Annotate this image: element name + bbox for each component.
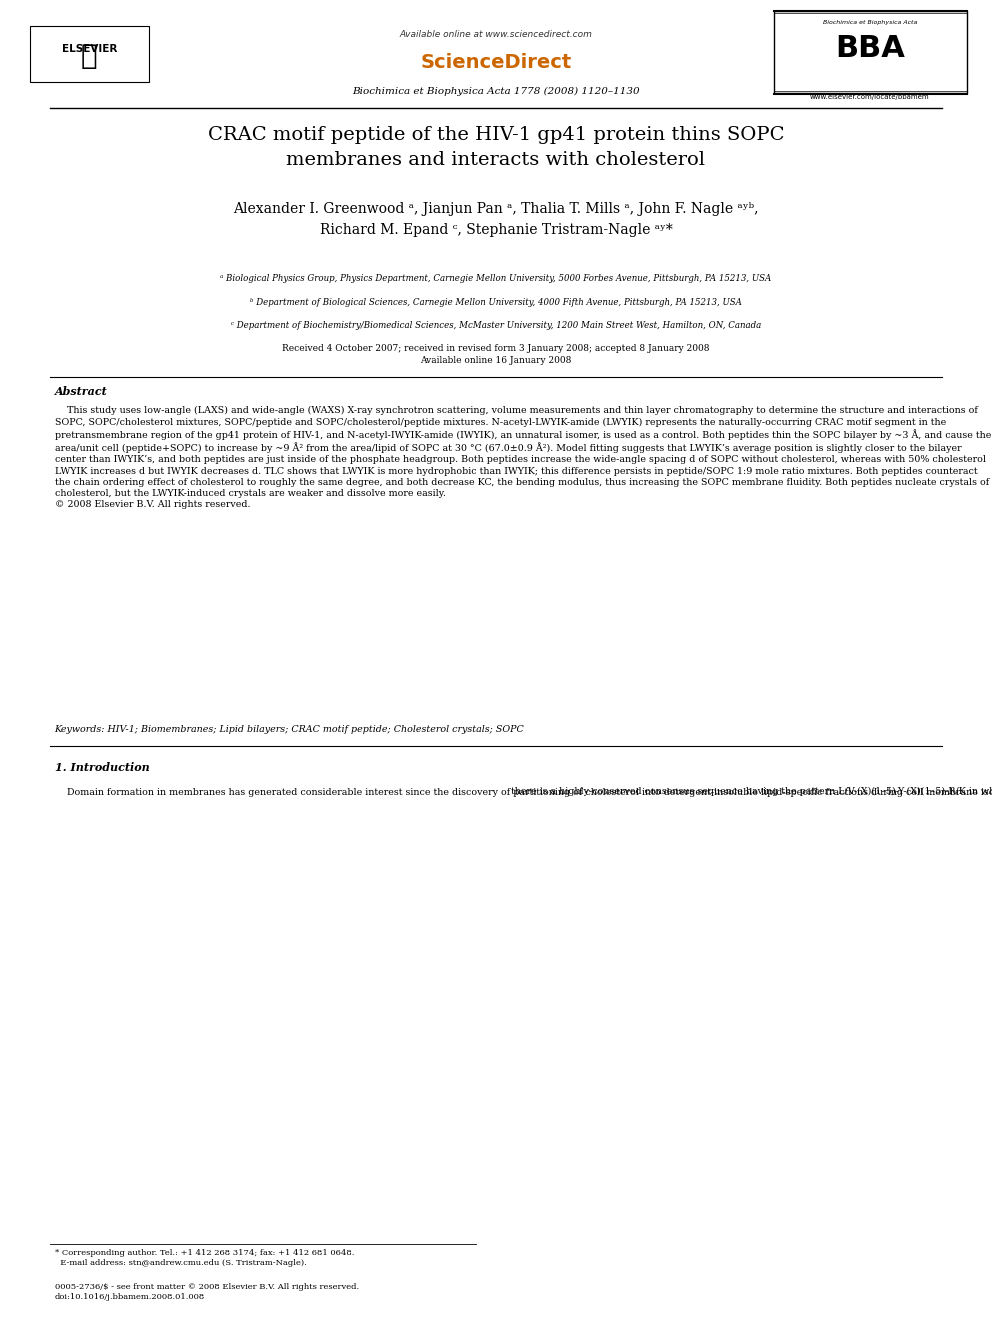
Text: ELSEVIER: ELSEVIER (62, 44, 117, 54)
Text: Domain formation in membranes has generated considerable interest since the disc: Domain formation in membranes has genera… (55, 787, 992, 796)
Text: there is a highly-conserved consensus sequence having the pattern L/V-(X)(1–5)-Y: there is a highly-conserved consensus se… (511, 787, 992, 796)
Text: * Corresponding author. Tel.: +1 412 268 3174; fax: +1 412 681 0648.
  E-mail ad: * Corresponding author. Tel.: +1 412 268… (55, 1249, 354, 1266)
Text: ScienceDirect: ScienceDirect (421, 53, 571, 71)
Bar (30, 26, 149, 82)
Text: Received 4 October 2007; received in revised form 3 January 2008; accepted 8 Jan: Received 4 October 2007; received in rev… (283, 344, 709, 365)
Text: BBA: BBA (835, 34, 905, 64)
Text: ᵇ Department of Biological Sciences, Carnegie Mellon University, 4000 Fifth Aven: ᵇ Department of Biological Sciences, Car… (250, 298, 742, 307)
Text: 0005-2736/$ - see front matter © 2008 Elsevier B.V. All rights reserved.
doi:10.: 0005-2736/$ - see front matter © 2008 El… (55, 1283, 359, 1301)
Text: CRAC motif peptide of the HIV-1 gp41 protein thins SOPC
membranes and interacts : CRAC motif peptide of the HIV-1 gp41 pro… (207, 126, 785, 169)
Text: Alexander I. Greenwood ᵃ, Jianjun Pan ᵃ, Thalia T. Mills ᵃ, John F. Nagle ᵃʸᵇ,
R: Alexander I. Greenwood ᵃ, Jianjun Pan ᵃ,… (233, 202, 759, 237)
Bar (774, 11, 967, 93)
Text: This study uses low-angle (LAXS) and wide-angle (WAXS) X-ray synchrotron scatter: This study uses low-angle (LAXS) and wid… (55, 406, 991, 509)
Text: Biochimica et Biophysica Acta 1778 (2008) 1120–1130: Biochimica et Biophysica Acta 1778 (2008… (352, 87, 640, 97)
Text: Available online at www.sciencedirect.com: Available online at www.sciencedirect.co… (400, 30, 592, 40)
Text: Biochimica et Biophysica Acta: Biochimica et Biophysica Acta (822, 20, 918, 25)
Text: ᶜ Department of Biochemistry/Biomedical Sciences, McMaster University, 1200 Main: ᶜ Department of Biochemistry/Biomedical … (231, 321, 761, 331)
Text: ᵃ Biological Physics Group, Physics Department, Carnegie Mellon University, 5000: ᵃ Biological Physics Group, Physics Depa… (220, 274, 772, 283)
Text: 1. Introduction: 1. Introduction (55, 762, 150, 773)
Text: Keywords: HIV-1; Biomembranes; Lipid bilayers; CRAC motif peptide; Cholesterol c: Keywords: HIV-1; Biomembranes; Lipid bil… (55, 725, 525, 734)
Text: Abstract: Abstract (55, 386, 107, 397)
Text: 🌳: 🌳 (81, 41, 97, 70)
Text: www.elsevier.com/locate/bbamem: www.elsevier.com/locate/bbamem (810, 94, 930, 101)
